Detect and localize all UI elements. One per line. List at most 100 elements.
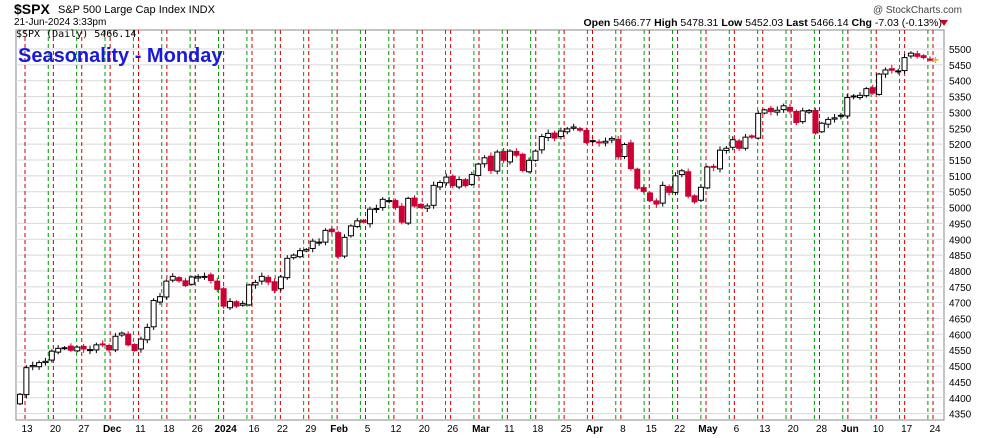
high-value: 5478.31 — [680, 17, 719, 29]
y-tick-label: 4350 — [949, 410, 972, 421]
candle-body — [602, 140, 609, 144]
candle-body — [322, 229, 329, 243]
candle-body — [23, 367, 30, 396]
candle-body — [640, 187, 647, 192]
candle-body — [589, 140, 596, 143]
candle-body — [233, 301, 240, 307]
candle-body — [920, 55, 927, 59]
y-tick-label: 5000 — [949, 204, 972, 215]
candle-body — [328, 228, 335, 233]
candle-body — [265, 276, 272, 283]
candle-body — [316, 241, 323, 244]
y-tick-label: 5400 — [949, 77, 972, 88]
candle-body — [647, 192, 653, 202]
low-value: 5452.03 — [745, 17, 784, 29]
x-tick-label: Jun — [841, 424, 859, 435]
x-tick-label: May — [698, 424, 718, 435]
x-tick-label: 25 — [561, 424, 573, 435]
candle-body — [214, 280, 221, 290]
candle-body — [443, 176, 450, 184]
candle-body — [207, 274, 214, 281]
y-tick-label: 4400 — [949, 394, 972, 405]
low-label: Low — [721, 17, 743, 29]
candle-body — [487, 155, 494, 171]
x-tick-label: 11 — [135, 424, 146, 435]
x-tick-label: 18 — [163, 424, 175, 435]
x-tick-label: 10 — [873, 424, 885, 435]
candle-body — [704, 166, 711, 189]
candle-body — [729, 139, 736, 148]
candle-body — [818, 122, 825, 133]
candle-body — [793, 110, 800, 124]
x-tick-label: 12 — [390, 424, 402, 435]
candle-body — [481, 157, 488, 165]
candle-body — [857, 94, 863, 99]
candle-body — [494, 151, 501, 172]
symbol-description: S&P 500 Large Cap Index INDX — [58, 4, 215, 16]
candle-body — [761, 109, 768, 114]
y-tick-label: 5300 — [949, 108, 972, 119]
chart-annotation-title: Seasonality - Monday — [18, 45, 223, 67]
candle-body — [825, 118, 832, 125]
candle-body — [837, 114, 844, 117]
candle-body — [163, 280, 170, 298]
candle-body — [780, 105, 787, 111]
candle-body — [615, 138, 622, 158]
candle-body — [551, 132, 558, 139]
candle-body — [55, 347, 62, 353]
y-tick-label: 5250 — [949, 124, 972, 135]
candle-body — [876, 73, 883, 95]
x-tick-label: 22 — [674, 424, 686, 435]
candle-body — [417, 203, 424, 209]
candle-body — [354, 220, 361, 228]
y-tick-label: 4900 — [949, 235, 972, 246]
candle-body — [373, 208, 380, 211]
candle-body — [36, 362, 43, 368]
candle-body — [888, 68, 895, 71]
x-tick-label: Dec — [103, 424, 122, 435]
candle-body — [405, 197, 412, 224]
x-tick-label: Apr — [586, 424, 603, 435]
candle-body — [112, 335, 119, 351]
x-tick-label: Feb — [330, 424, 348, 435]
y-tick-label: 4600 — [949, 330, 972, 341]
candle-body — [557, 130, 564, 138]
open-label: Open — [583, 17, 611, 29]
candle-body — [831, 117, 838, 120]
y-tick-label: 4800 — [949, 267, 972, 278]
candle-body — [176, 277, 183, 282]
candle-body — [258, 275, 265, 282]
candle-body — [672, 175, 679, 193]
candle-body — [150, 299, 157, 328]
candle-body — [901, 57, 908, 72]
x-tick-label: 13 — [21, 424, 33, 435]
candle-body — [634, 168, 641, 189]
candle-body — [277, 276, 284, 290]
candle-body — [697, 186, 704, 201]
candle-body — [17, 393, 23, 405]
x-tick-label: 20 — [50, 424, 62, 435]
candle-body — [748, 135, 755, 138]
candle-body — [169, 275, 176, 281]
last-price-marker: + — [932, 53, 939, 67]
x-tick-label: 20 — [788, 424, 800, 435]
candle-body — [532, 150, 539, 161]
candle-body — [806, 110, 813, 113]
candle-body — [99, 343, 106, 346]
candle-body — [137, 338, 144, 350]
candle-body — [914, 53, 921, 57]
high-label: High — [654, 17, 678, 29]
candle-body — [767, 107, 774, 112]
x-tick-label: 26 — [447, 424, 459, 435]
plot-frame — [15, 29, 945, 421]
candle-body — [621, 143, 628, 158]
x-tick-label: 16 — [248, 424, 260, 435]
x-tick-label: 8 — [620, 424, 626, 435]
candle-body — [347, 225, 354, 237]
candle-body — [303, 248, 310, 252]
y-tick-label: 4500 — [949, 362, 972, 373]
candle-body — [907, 52, 914, 57]
x-tick-label: 28 — [816, 424, 828, 435]
candle-body — [67, 345, 74, 351]
candle-body — [290, 254, 297, 259]
